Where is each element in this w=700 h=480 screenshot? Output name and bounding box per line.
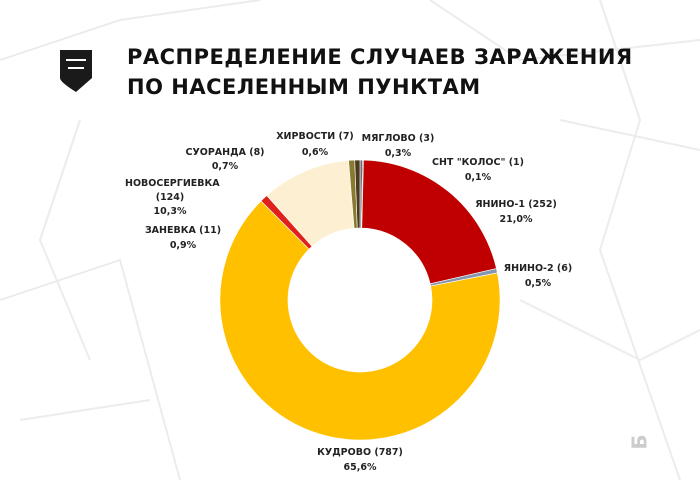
category-label: ЯНИНО-2 (6) bbox=[503, 263, 573, 274]
logo bbox=[60, 50, 92, 92]
category-label: КУДРОВО (787) bbox=[317, 447, 403, 458]
category-label: СНТ "КОЛОС" (1) bbox=[432, 157, 524, 168]
category-label: ЗАНЕВКА (11) bbox=[144, 225, 222, 236]
map-label: Б bbox=[627, 434, 652, 450]
value-label: 10,3% bbox=[153, 206, 187, 217]
donut-slice bbox=[219, 200, 501, 441]
category-label: МЯГЛОВО (3) bbox=[361, 133, 435, 144]
value-label: 0,1% bbox=[464, 172, 492, 183]
value-label: 0,6% bbox=[301, 147, 329, 158]
value-label: 21,0% bbox=[499, 214, 533, 225]
value-label: 0,7% bbox=[211, 161, 239, 172]
chart-title: РАСПРЕДЕЛЕНИЕ СЛУЧАЕВ ЗАРАЖЕНИЯ ПО НАСЕЛ… bbox=[127, 45, 633, 99]
category-label: ХИРВОСТИ (7) bbox=[276, 131, 354, 142]
donut-slice bbox=[354, 159, 361, 229]
value-label: 0,9% bbox=[169, 240, 197, 251]
category-label: СУОРАНДА (8) bbox=[185, 147, 265, 158]
value-label: 0,5% bbox=[524, 278, 552, 289]
value-label: 65,6% bbox=[343, 462, 377, 473]
value-label: 0,3% bbox=[384, 148, 412, 159]
donut-slice bbox=[361, 159, 497, 285]
category-label: НОВОСЕРГИЕВКА (124) bbox=[125, 178, 220, 203]
category-label: ЯНИНО-1 (252) bbox=[475, 199, 557, 210]
